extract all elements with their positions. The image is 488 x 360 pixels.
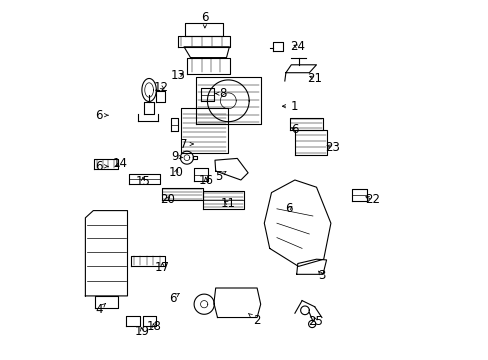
Text: 2: 2	[248, 314, 260, 327]
Text: 16: 16	[198, 174, 213, 186]
Text: 9: 9	[171, 150, 182, 163]
Text: 6: 6	[95, 109, 108, 122]
Text: 18: 18	[146, 320, 161, 333]
Text: 12: 12	[153, 81, 168, 94]
Text: 6: 6	[95, 160, 108, 173]
Text: 19: 19	[135, 325, 149, 338]
Text: 21: 21	[306, 72, 322, 85]
Text: 15: 15	[135, 175, 150, 188]
Text: 6: 6	[285, 202, 292, 215]
Text: 8: 8	[215, 87, 226, 100]
Text: 10: 10	[168, 166, 183, 179]
Text: 25: 25	[308, 315, 323, 328]
Text: 17: 17	[155, 261, 169, 274]
Text: 1: 1	[282, 100, 298, 113]
Text: 23: 23	[325, 141, 340, 154]
Text: 24: 24	[290, 40, 305, 53]
Text: 13: 13	[170, 69, 185, 82]
Text: 20: 20	[160, 193, 174, 206]
Text: 5: 5	[215, 170, 225, 183]
Text: 6: 6	[201, 11, 208, 28]
Text: 7: 7	[179, 138, 193, 150]
Text: 11: 11	[221, 197, 235, 210]
Text: 4: 4	[95, 303, 105, 316]
Text: 3: 3	[318, 269, 325, 282]
Text: 22: 22	[364, 193, 379, 206]
Text: 14: 14	[113, 157, 127, 170]
Text: 6: 6	[168, 292, 179, 305]
Text: 6: 6	[290, 123, 298, 136]
